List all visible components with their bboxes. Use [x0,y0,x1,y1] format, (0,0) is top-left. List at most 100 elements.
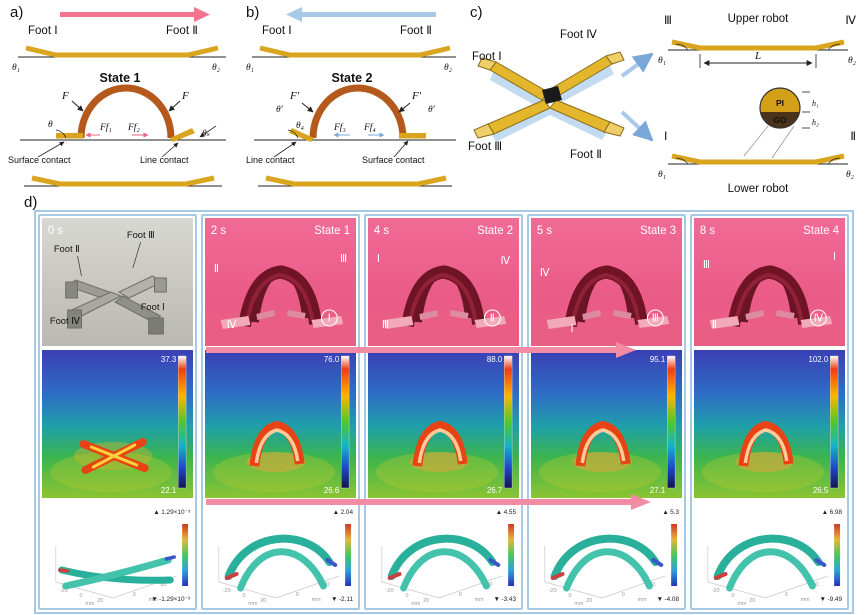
svg-text:Ⅱ: Ⅱ [490,313,495,324]
svg-text:mm: mm [638,597,647,603]
svg-text:Ⅱ: Ⅱ [712,320,717,331]
arch-robot-photo [709,265,833,329]
numeral-3-label: Ⅲ [664,15,672,27]
svg-text:mm: mm [248,601,257,606]
force-left-label: F [61,90,69,102]
svg-text:0: 0 [133,592,136,598]
hot-robot [572,420,632,472]
plot-max-label: ▲4.55 [496,509,517,516]
foot-3-label: Foot Ⅲ [468,141,502,153]
h2-label: h₂ [812,118,819,127]
simulation-plot: -20 0 20 mm 0 20 mm ▲6.98 ▼-9.49 [694,502,845,606]
svg-text:Ⅲ: Ⅲ [340,254,347,265]
svg-text:Ⅰ: Ⅰ [377,254,380,265]
axis-ticks: -20 0 20 mm 0 20 mm [60,582,167,606]
thermal-min-label: 26.7 [487,486,503,495]
thermal-max-label: 76.0 [324,355,340,364]
surface-contact-label: Surface contact [362,155,425,165]
thermal-min-label: 22.1 [161,486,177,495]
d-column-2s: 2 s State 1 Ⅱ Ⅲ Ⅳ Ⅰ [201,214,360,610]
panel-b-tag: b) [246,4,260,21]
theta1-label: θ₁ [246,63,254,73]
plot-axes [707,546,829,599]
svg-text:0: 0 [569,593,572,599]
thermal-min-label: 27.1 [650,486,666,495]
theta-prime-left-label: θ′ [276,105,284,115]
time-label: 0 s [48,225,63,237]
surface-ribbons [713,534,827,592]
simulation-plot: -20 0 20 mm 0 20 mm ▲1.29×10⁻³ ▼-1.29×10… [42,502,193,606]
foot-1-label: Foot Ⅰ [262,25,292,37]
surface-ribbons [387,534,501,592]
svg-text:-20: -20 [223,588,231,594]
svg-text:Ⅳ: Ⅳ [501,256,511,267]
layer-inset: PI GO h₁ h₂ [743,87,819,159]
theta1-lower-label: θ₁ [658,170,666,180]
numeral-1-label: Ⅰ [664,131,667,143]
plot-axes [381,546,503,599]
arch-robot-state1: F F θ Ff₁ Ff₂ θₛ [20,84,226,142]
panel-b-diagram: Foot Ⅰ Foot Ⅱ θ₁ θ₂ State 2 F′ F′ θ′ θ′ … [246,7,456,187]
svg-text:Ⅳ: Ⅳ [540,268,550,279]
length-label: L [754,50,761,62]
arch-robot-photo [220,265,344,329]
state-label: State 1 [100,71,141,85]
plot-min-label: ▼-4.08 [657,596,680,603]
svg-text:0: 0 [732,593,735,599]
svg-text:0: 0 [406,593,409,599]
svg-text:Ⅲ: Ⅲ [652,313,659,324]
thermal-colorbar [829,355,839,489]
svg-text:20: 20 [423,598,429,604]
robot-3d-sketch [473,51,625,142]
time-label: 2 s [211,225,226,237]
state-label: State 2 [332,71,373,85]
thermal-image: 95.1 27.1 [531,350,682,498]
thermal-image: 37.3 22.1 [42,350,193,498]
svg-text:0: 0 [459,592,462,598]
foot-1-label: Foot Ⅰ [28,25,58,37]
theta2-upper-label: θ₂ [848,56,857,66]
line-contact-foot [170,128,195,142]
friction4-label: Ff₄ [363,122,376,133]
d-column-4s: 4 s State 2 Ⅰ Ⅳ Ⅲ Ⅱ [364,214,523,610]
time-label: 8 s [700,225,715,237]
numeral-2-label: Ⅱ [850,131,856,143]
thermal-max-label: 88.0 [487,355,503,364]
surface-ribbons [550,534,664,592]
photo-state4: 8 s State 4 Ⅲ Ⅰ Ⅱ Ⅳ [694,218,845,346]
plot-colorbar [834,524,841,586]
svg-text:-20: -20 [712,588,720,594]
numeral-4-label: Ⅳ [845,15,856,27]
thermal-min-label: 26.6 [324,486,340,495]
surface-contact-foot [56,133,83,139]
svg-text:0: 0 [785,592,788,598]
svg-text:Ⅲ: Ⅲ [703,260,710,271]
theta-s-label: θₛ [202,129,210,139]
line-contact-label: Line contact [140,155,189,165]
line-contact-foot [289,128,314,142]
flat-robot-bottom [258,175,452,187]
flat-robot-photo [65,275,167,335]
thermal-max-label: 102.0 [808,355,828,364]
svg-text:Ⅱ: Ⅱ [214,264,219,275]
plot-min-label: ▼-9.49 [820,596,843,603]
thermal-image: 102.0 26.5 [694,350,845,498]
force-right-label: F [181,90,189,102]
time-label: 5 s [537,225,552,237]
state-label: State 2 [477,225,513,237]
theta-prime-right-label: θ′ [428,105,436,115]
circled-numeral-ring [483,309,501,327]
panel-a-tag: a) [10,4,24,21]
thermal-max-label: 37.3 [161,355,177,364]
thermal-image: 76.0 26.6 [205,350,356,498]
svg-text:mm: mm [801,597,810,603]
plot-max-label: ▲1.29×10⁻³ [153,509,190,516]
circled-numeral-ring [809,309,827,327]
lower-robot-diagram [668,153,848,165]
surface-contact-foot [399,133,426,139]
svg-text:20: 20 [586,598,592,604]
thermal-min-label: 26.5 [813,486,829,495]
plot-min-label: ▼-1.29×10⁻³ [151,596,191,603]
theta1-upper-label: θ₁ [658,56,666,66]
svg-text:mm: mm [312,597,321,603]
